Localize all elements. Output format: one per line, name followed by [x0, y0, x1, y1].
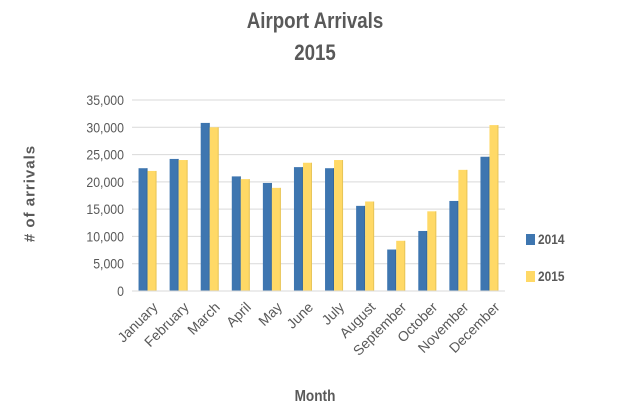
y-tick-label: 20,000	[86, 174, 124, 190]
bar-2015-may[interactable]	[271, 187, 281, 291]
bar-2015-september[interactable]	[396, 240, 406, 291]
bar-2015-june[interactable]	[302, 162, 312, 291]
y-tick-label: 10,000	[86, 229, 124, 245]
bar-2014-july[interactable]	[325, 168, 335, 291]
x-tick-label: May	[255, 299, 285, 329]
bar-2015-march[interactable]	[209, 127, 219, 292]
x-tick-label: June	[283, 299, 316, 332]
legend-item-2014[interactable]: 2014	[526, 231, 569, 247]
bar-2014-may[interactable]	[262, 182, 272, 291]
y-tick-label: 5,000	[93, 256, 124, 272]
legend-item-2015[interactable]: 2015	[526, 268, 569, 284]
bar-2014-february[interactable]	[169, 158, 179, 291]
bar-2014-january[interactable]	[138, 168, 148, 291]
x-tick-label: April	[223, 299, 254, 330]
legend-swatch-2014	[526, 233, 535, 245]
y-tick-label: 15,000	[86, 201, 124, 217]
bar-2014-september[interactable]	[387, 249, 397, 291]
bar-2014-november[interactable]	[449, 200, 459, 291]
bar-2014-march[interactable]	[200, 122, 210, 291]
y-tick-label: 25,000	[86, 147, 124, 163]
bar-2015-november[interactable]	[458, 169, 468, 291]
bar-2015-july[interactable]	[334, 160, 344, 291]
x-tick-label: March	[184, 299, 223, 338]
y-axis-title: # of arrivals	[21, 144, 39, 243]
bar-2014-june[interactable]	[293, 167, 303, 291]
chart-subtitle: 2015	[294, 40, 336, 65]
x-axis-title: Month	[294, 388, 336, 405]
legend-label-2014: 2014	[538, 231, 565, 247]
legend-label-2015: 2015	[538, 268, 565, 284]
bar-2015-december[interactable]	[489, 125, 499, 291]
bar-2015-april[interactable]	[240, 179, 250, 291]
chart-title: Airport Arrivals	[246, 8, 384, 33]
bar-2015-august[interactable]	[365, 201, 375, 291]
bar-2015-january[interactable]	[147, 170, 157, 291]
y-tick-label: 0	[117, 283, 124, 299]
bar-2014-august[interactable]	[356, 205, 366, 291]
y-tick-label: 35,000	[86, 92, 124, 108]
bar-2014-october[interactable]	[418, 230, 428, 291]
bar-2014-december[interactable]	[480, 156, 490, 291]
bar-2015-february[interactable]	[178, 160, 188, 291]
bar-2015-october[interactable]	[427, 211, 437, 291]
bar-2014-april[interactable]	[231, 176, 241, 291]
legend-swatch-2015	[526, 270, 535, 282]
y-tick-label: 30,000	[86, 120, 124, 136]
